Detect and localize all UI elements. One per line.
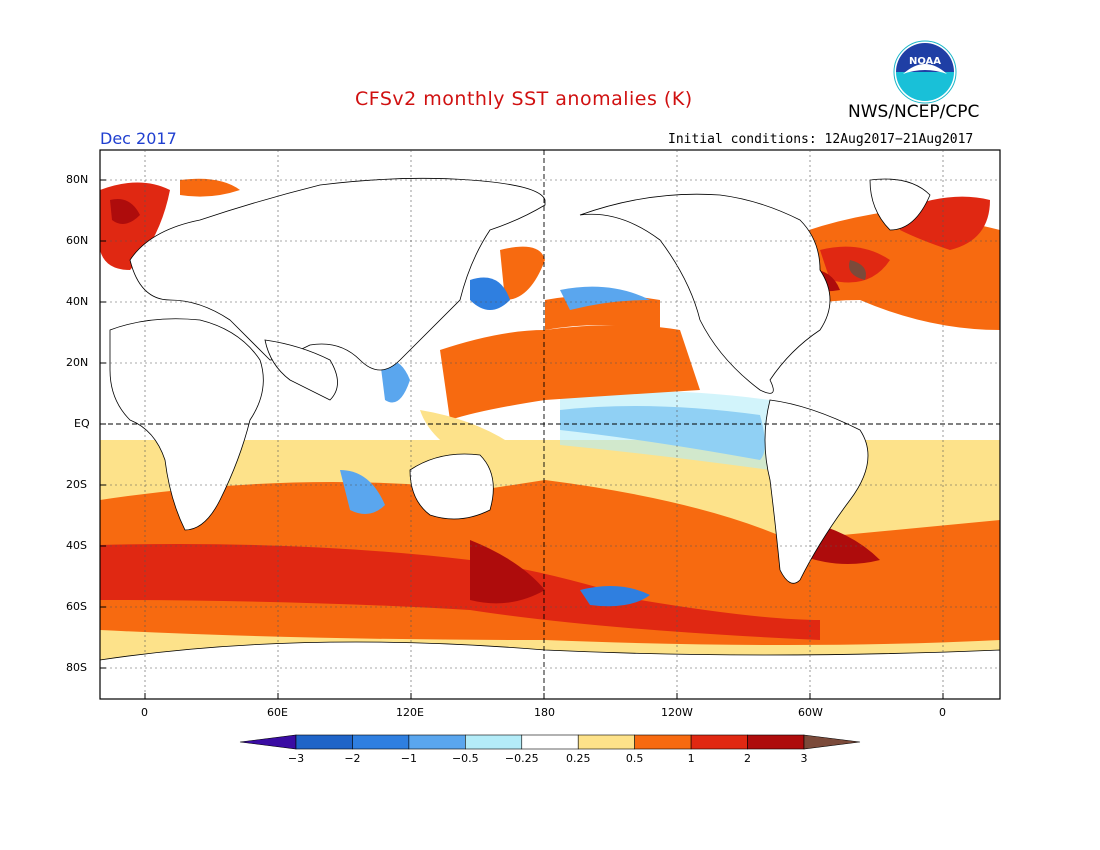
- colorbar-tick-label: −0.5: [452, 752, 479, 765]
- lon-label-0-left: 0: [141, 706, 148, 719]
- colorbar-tick-label: 0.5: [626, 752, 644, 765]
- colorbar-segment: [465, 734, 523, 750]
- colorbar-tick-label: 3: [801, 752, 808, 765]
- lon-label-120w: 120W: [661, 706, 693, 719]
- colorbar-segment: [521, 734, 579, 750]
- chart-title: CFSv2 monthly SST anomalies (K): [355, 88, 693, 110]
- colorbar-tick-label: −0.25: [505, 752, 539, 765]
- graticule: [100, 150, 1000, 699]
- colorbar-segment: [803, 734, 861, 750]
- lat-label-20n: 20N: [66, 356, 89, 369]
- lat-label-60n: 60N: [66, 234, 89, 247]
- lon-label-120e: 120E: [396, 706, 424, 719]
- lon-label-180: 180: [534, 706, 555, 719]
- lon-label-0-right: 0: [939, 706, 946, 719]
- colorbar-segment: [690, 734, 748, 750]
- noaa-logo: NOAA: [893, 40, 957, 104]
- noaa-logo-text: NOAA: [909, 56, 941, 67]
- colorbar-segment: [352, 734, 410, 750]
- period-label: Dec 2017: [100, 129, 177, 148]
- colorbar-tick-labels: −3 −2 −1 −0.5 −0.25 0.25 0.5 1 2 3: [288, 752, 808, 765]
- lat-label-40s: 40S: [66, 539, 87, 552]
- colorbar-tick-label: −2: [344, 752, 360, 765]
- colorbar-segment: [577, 734, 635, 750]
- lat-label-80n: 80N: [66, 173, 89, 186]
- colorbar-segment: [295, 734, 353, 750]
- lat-label-eq: EQ: [74, 417, 90, 430]
- colorbar-tick-label: 1: [688, 752, 695, 765]
- colorbar-segment: [634, 734, 692, 750]
- lat-label-20s: 20S: [66, 478, 87, 491]
- colorbar-tick-label: −1: [401, 752, 417, 765]
- agency-label: NWS/NCEP/CPC: [848, 102, 980, 122]
- initial-conditions-label: Initial conditions:: [668, 132, 817, 147]
- axis-ticks: [100, 179, 944, 699]
- lon-label-60w: 60W: [798, 706, 823, 719]
- initial-conditions-value: 12Aug2017−21Aug2017: [824, 132, 974, 147]
- colorbar-tick-label: 2: [744, 752, 751, 765]
- lon-label-60e: 60E: [267, 706, 288, 719]
- colorbar-segments: [239, 734, 861, 750]
- colorbar-segment: [408, 734, 466, 750]
- lat-label-80s: 80S: [66, 661, 87, 674]
- initial-conditions: Initial conditions: 12Aug2017−21Aug2017: [668, 132, 973, 147]
- continents: [99, 177, 1001, 700]
- lat-label-60s: 60S: [66, 600, 87, 613]
- colorbar-tick-label: −3: [288, 752, 304, 765]
- colorbar-segment: [239, 734, 297, 750]
- colorbar-tick-label: 0.25: [566, 752, 591, 765]
- colorbar-segment: [747, 734, 805, 750]
- lat-label-40n: 40N: [66, 295, 89, 308]
